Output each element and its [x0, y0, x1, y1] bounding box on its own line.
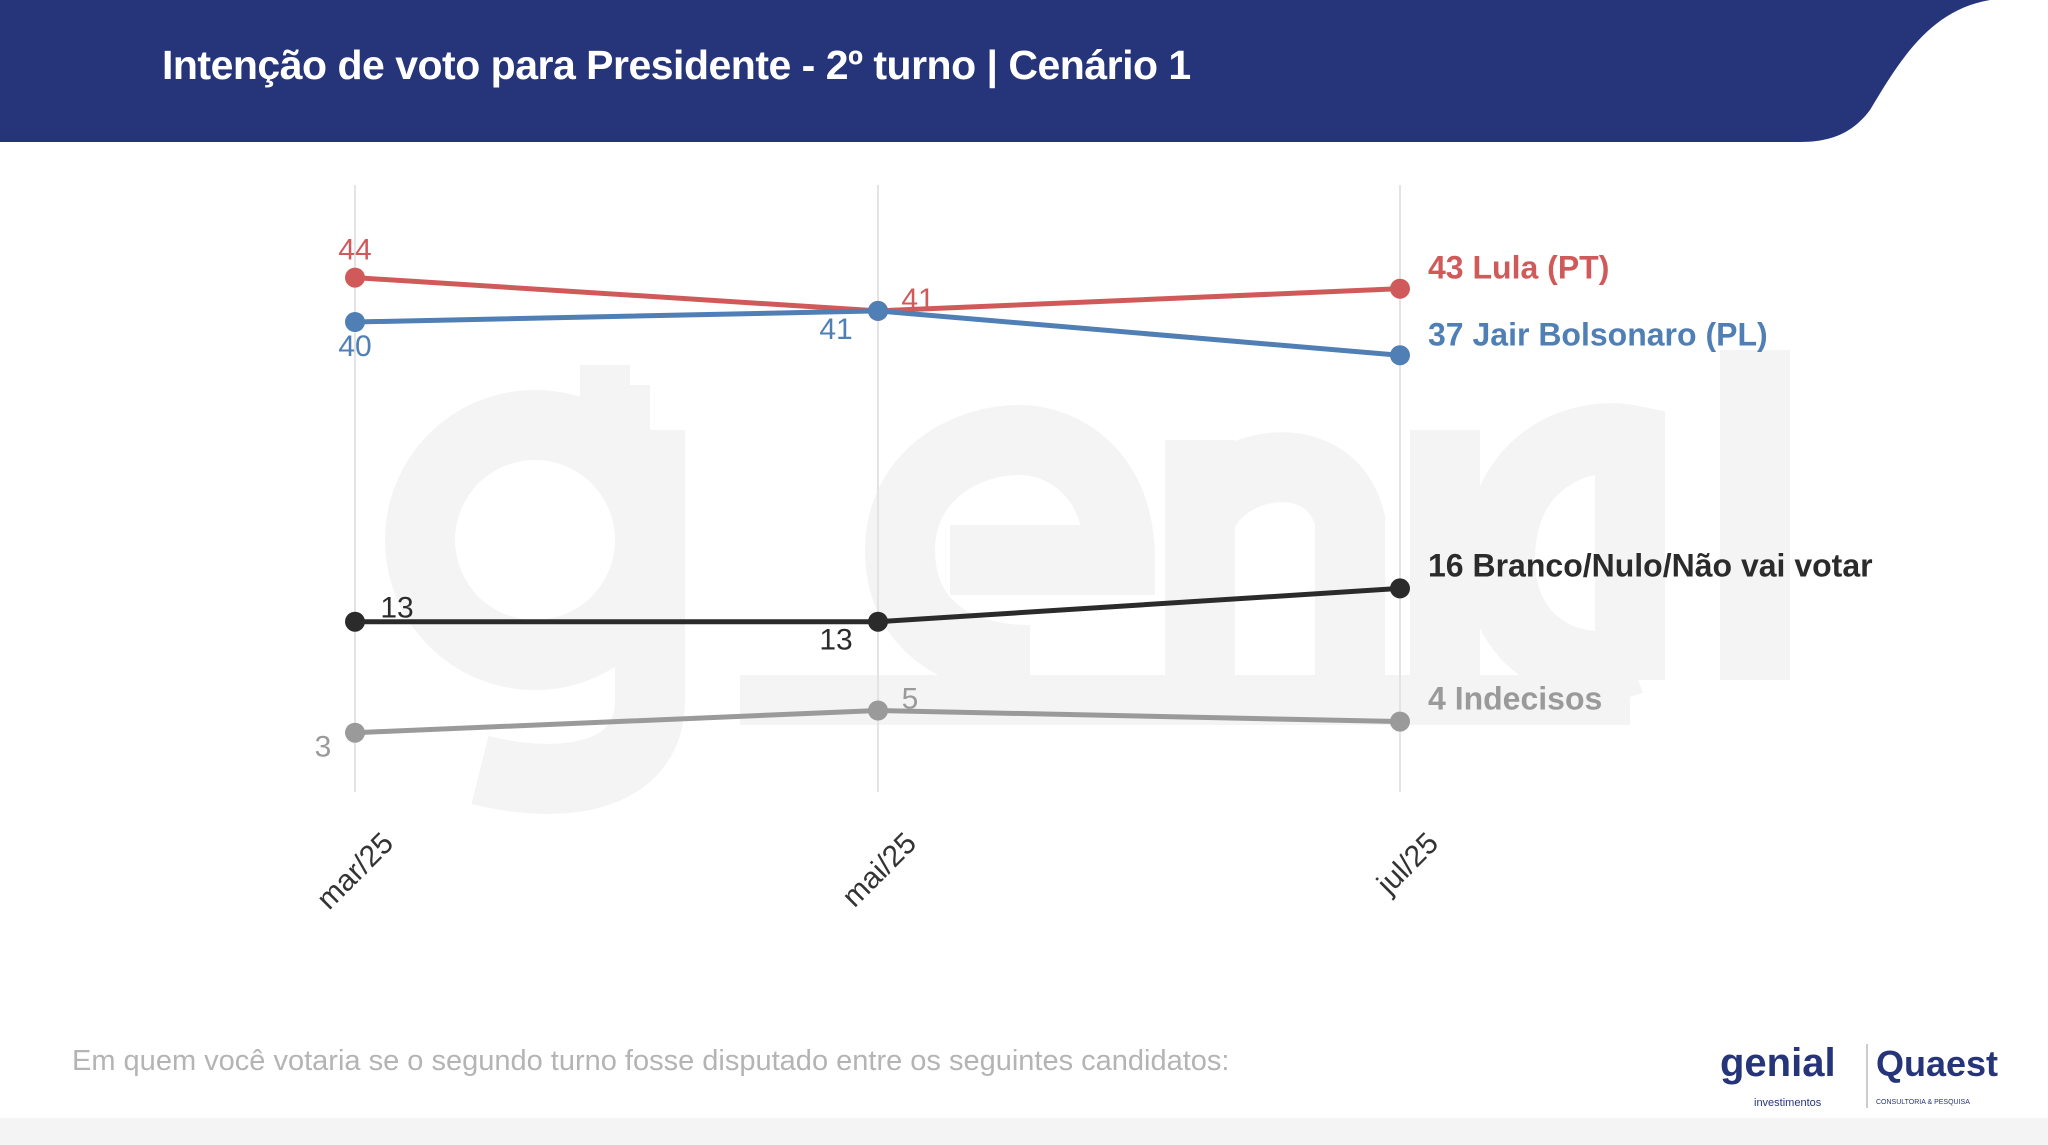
data-label: 44 [338, 234, 371, 267]
data-point [868, 300, 888, 321]
data-label: 40 [338, 330, 371, 363]
series-end-label: 4 Indecisos [1428, 681, 1602, 717]
genial-logo: genial [1720, 1041, 1836, 1085]
data-point [345, 611, 365, 632]
header-banner [0, 0, 1990, 142]
data-label: 5 [902, 683, 919, 716]
x-tick-label: jul/25 [1370, 827, 1445, 902]
data-point [1390, 711, 1410, 732]
data-point [1390, 278, 1410, 299]
series-end-label: 43 Lula (PT) [1428, 250, 1609, 286]
data-label: 41 [901, 283, 934, 316]
series-end-label: 37 Jair Bolsonaro (PL) [1428, 316, 1768, 352]
survey-question: Em quem você votaria se o segundo turno … [72, 1045, 1230, 1077]
data-label: 13 [380, 592, 413, 625]
page-title: Intenção de voto para Presidente - 2º tu… [162, 42, 1191, 88]
data-point [345, 312, 365, 332]
data-label: 3 [315, 731, 332, 764]
quaest-logo: Quaest [1876, 1043, 1998, 1084]
series-end-label: 16 Branco/Nulo/Não vai votar [1428, 547, 1873, 583]
data-point [345, 267, 365, 288]
x-tick-label: mar/25 [311, 827, 400, 916]
watermark [385, 350, 1790, 814]
quaest-logo-sub: CONSULTORIA & PESQUISA [1876, 1099, 1970, 1106]
genial-logo-sub: investimentos [1754, 1097, 1822, 1109]
bottom-strip [0, 1118, 2048, 1145]
data-point [1390, 578, 1410, 599]
logos: genial investimentos Quaest CONSULTORIA … [1720, 1041, 1998, 1109]
data-point [345, 722, 365, 743]
data-point [868, 700, 888, 721]
data-label: 13 [819, 624, 852, 657]
data-label: 41 [819, 313, 852, 346]
data-point [868, 611, 888, 632]
data-point [1390, 345, 1410, 366]
x-tick-label: mai/25 [836, 827, 923, 914]
